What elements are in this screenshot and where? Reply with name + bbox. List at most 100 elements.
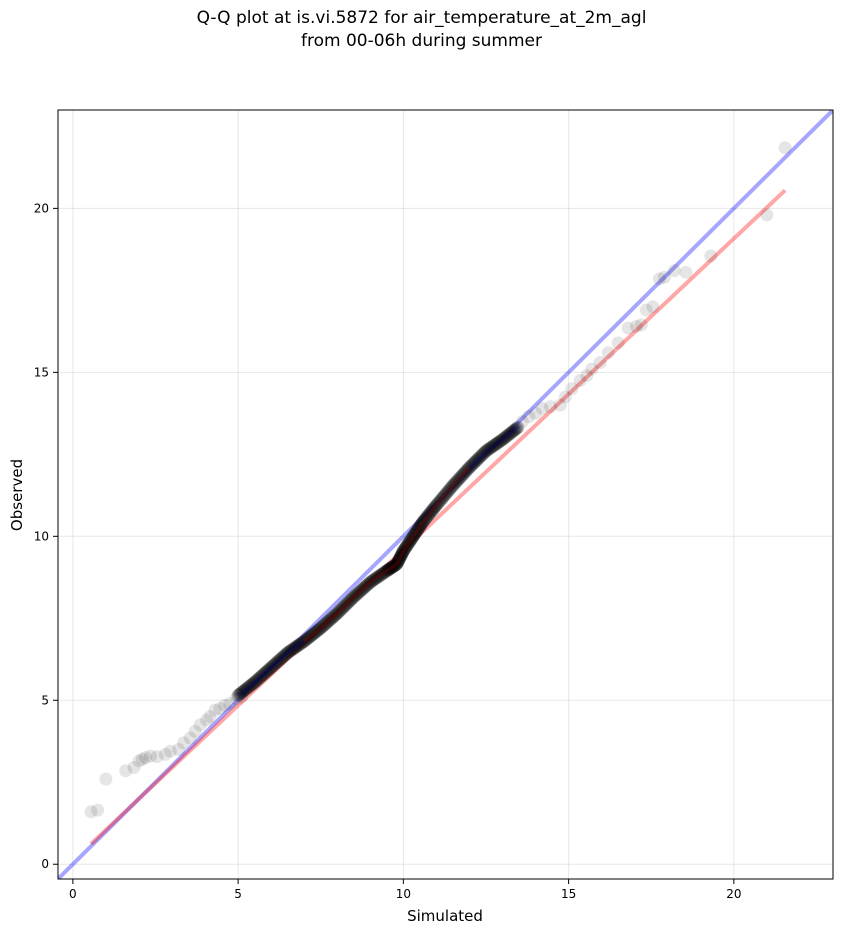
qq-point (322, 614, 336, 628)
qq-point (368, 572, 382, 586)
qq-point (434, 493, 448, 507)
qq-point (248, 675, 262, 689)
qq-point (301, 631, 315, 645)
qq-point (337, 599, 351, 613)
qq-point (444, 481, 458, 495)
qq-point (275, 651, 289, 665)
qq-point (270, 655, 284, 669)
qq-point (403, 534, 417, 548)
qq-density-trace (402, 535, 415, 552)
qq-point (324, 612, 338, 626)
qq-point (398, 541, 412, 555)
qq-point (237, 684, 251, 698)
qq-point (459, 464, 473, 478)
qq-point (406, 530, 420, 544)
qq-point (506, 424, 520, 438)
qq-point (416, 515, 430, 529)
qq-point (461, 462, 475, 476)
qq-point (431, 497, 445, 511)
qq-point (158, 747, 172, 761)
qq-point (565, 382, 579, 396)
qq-point (348, 589, 362, 603)
qq-point (413, 520, 427, 534)
qq-point (163, 744, 177, 758)
qq-point (289, 640, 303, 654)
qq-point (396, 544, 410, 558)
qq-point (475, 448, 489, 462)
qq-point (500, 429, 514, 443)
qq-point (172, 742, 186, 756)
qq-point (634, 318, 648, 332)
qq-point (343, 593, 357, 607)
qq-point (282, 645, 296, 659)
qq-point (558, 390, 572, 404)
qq-point (424, 505, 438, 519)
qq-point (402, 536, 416, 550)
qq-point (629, 319, 643, 333)
qq-point (347, 590, 361, 604)
qq-point (415, 516, 429, 530)
qq-point (283, 644, 297, 658)
qq-point (398, 542, 412, 556)
qq-point (317, 618, 331, 632)
qq-point (294, 637, 308, 651)
qq-point (144, 749, 158, 763)
qq-point (393, 552, 407, 566)
qq-point (467, 456, 481, 470)
qq-point (127, 761, 141, 775)
qq-point (244, 678, 258, 692)
qq-density-trace (369, 569, 388, 584)
qq-point (261, 664, 275, 678)
qq-point (427, 502, 441, 516)
qq-point (383, 561, 397, 575)
qq-point (383, 562, 397, 576)
qq-density-trace (386, 562, 398, 572)
qq-point (91, 803, 105, 817)
qq-point (387, 559, 401, 573)
qq-point (411, 523, 425, 537)
qq-point (281, 646, 295, 660)
qq-point (393, 551, 407, 565)
qq-point (493, 434, 507, 448)
qq-point (369, 571, 383, 585)
qq-point (447, 477, 461, 491)
qq-point (646, 300, 660, 314)
qq-point (241, 681, 255, 695)
qq-point (318, 617, 332, 631)
qq-point (381, 563, 395, 577)
qq-point (372, 569, 386, 583)
qq-point (367, 573, 381, 587)
qq-point (497, 432, 511, 446)
qq-point (386, 560, 400, 574)
qq-point (309, 625, 323, 639)
qq-point (238, 683, 252, 697)
fit-line (89, 188, 787, 846)
qq-point (457, 467, 471, 481)
qq-point (601, 346, 615, 360)
qq-point (200, 713, 214, 727)
qq-point (326, 611, 340, 625)
qq-point (425, 504, 439, 518)
qq-point (778, 141, 792, 155)
qq-point (377, 565, 391, 579)
qq-point (404, 532, 418, 546)
qq-point (410, 524, 424, 538)
qq-density-trace (319, 612, 339, 630)
qq-point (330, 606, 344, 620)
qq-point (479, 444, 493, 458)
qq-point (412, 521, 426, 535)
qq-point (543, 400, 557, 414)
qq-point (285, 642, 299, 656)
qq-point (340, 597, 354, 611)
qq-point (394, 550, 408, 564)
qq-point (452, 472, 466, 486)
qq-point (267, 658, 281, 672)
qq-point (415, 517, 429, 531)
qq-point (288, 641, 302, 655)
qq-point (223, 697, 237, 711)
qq-point (298, 633, 312, 647)
qq-point (507, 423, 521, 437)
qq-point (331, 605, 345, 619)
qq-density-trace (395, 550, 405, 565)
